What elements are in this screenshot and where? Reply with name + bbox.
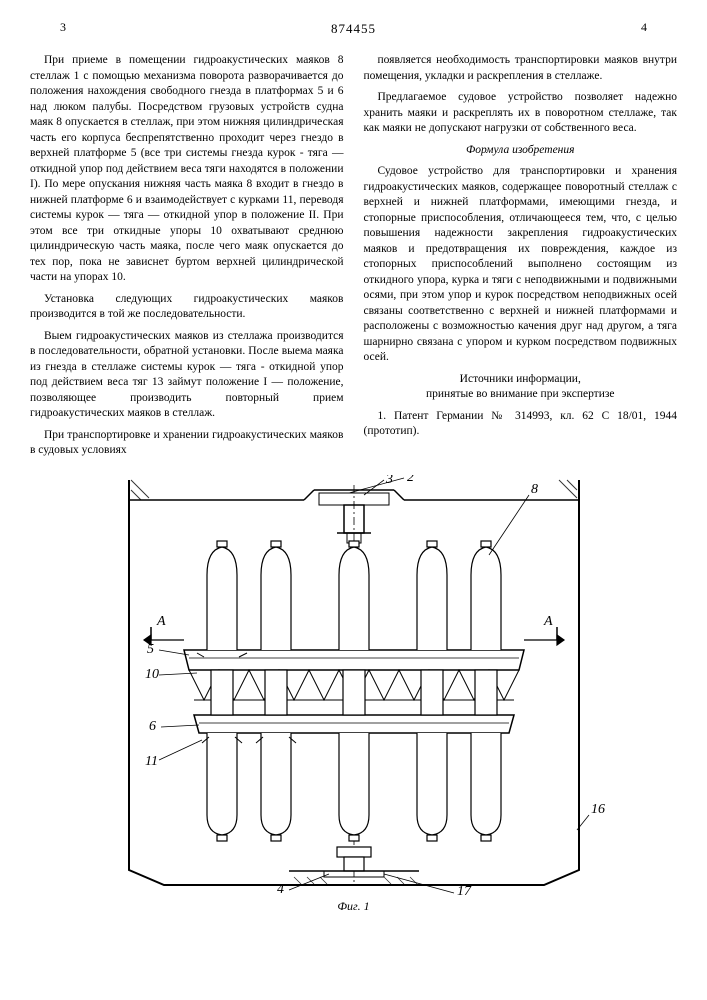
- left-p1: При приеме в помещении гидроакустических…: [30, 53, 344, 286]
- figure-caption: Фиг. 1: [30, 899, 677, 914]
- label-A-left: A: [156, 614, 166, 629]
- label-16: 16: [591, 802, 605, 817]
- label-10: 10: [145, 667, 159, 682]
- label-11: 11: [145, 754, 158, 769]
- label-4: 4: [277, 882, 284, 895]
- page-num-left: 3: [60, 20, 66, 35]
- label-17: 17: [457, 884, 472, 895]
- figure-svg: 3 2 8 A A 5 10 11 6 4 17 16: [89, 475, 619, 895]
- left-column: При приеме в помещении гидроакустических…: [30, 53, 344, 465]
- right-p2: Предлагаемое судовое устройство позволяе…: [364, 90, 678, 137]
- label-8: 8: [531, 482, 538, 497]
- label-5: 5: [147, 642, 154, 657]
- label-6: 6: [149, 719, 156, 734]
- left-p4: При транспортировке и хранении гидроакус…: [30, 428, 344, 459]
- buoys: [207, 541, 501, 841]
- left-p3: Выем гидроакустических маяков из стеллаж…: [30, 329, 344, 422]
- page-header: 3 874455 4: [30, 20, 677, 38]
- label-2: 2: [407, 475, 414, 485]
- right-p4: 1. Патент Германии № 314993, кл. 62 С 18…: [364, 409, 678, 440]
- left-p2: Установка следующих гидроакустических ма…: [30, 292, 344, 323]
- right-column: появляется необходимость транспортировки…: [364, 53, 678, 465]
- right-p3: Судовое устройство для транспортировки и…: [364, 164, 678, 366]
- page-num-right: 4: [641, 20, 647, 35]
- doc-number: 874455: [331, 21, 376, 36]
- figure-1: 3 2 8 A A 5 10 11 6 4 17 16: [30, 475, 677, 914]
- text-columns: При приеме в помещении гидроакустических…: [30, 53, 677, 465]
- sources-title: Источники информации, принятые во вниман…: [364, 372, 678, 403]
- lower-platform: [194, 715, 514, 733]
- right-p1: появляется необходимость транспортировки…: [364, 53, 678, 84]
- formula-title: Формула изобретения: [364, 143, 678, 159]
- label-A-right: A: [543, 614, 553, 629]
